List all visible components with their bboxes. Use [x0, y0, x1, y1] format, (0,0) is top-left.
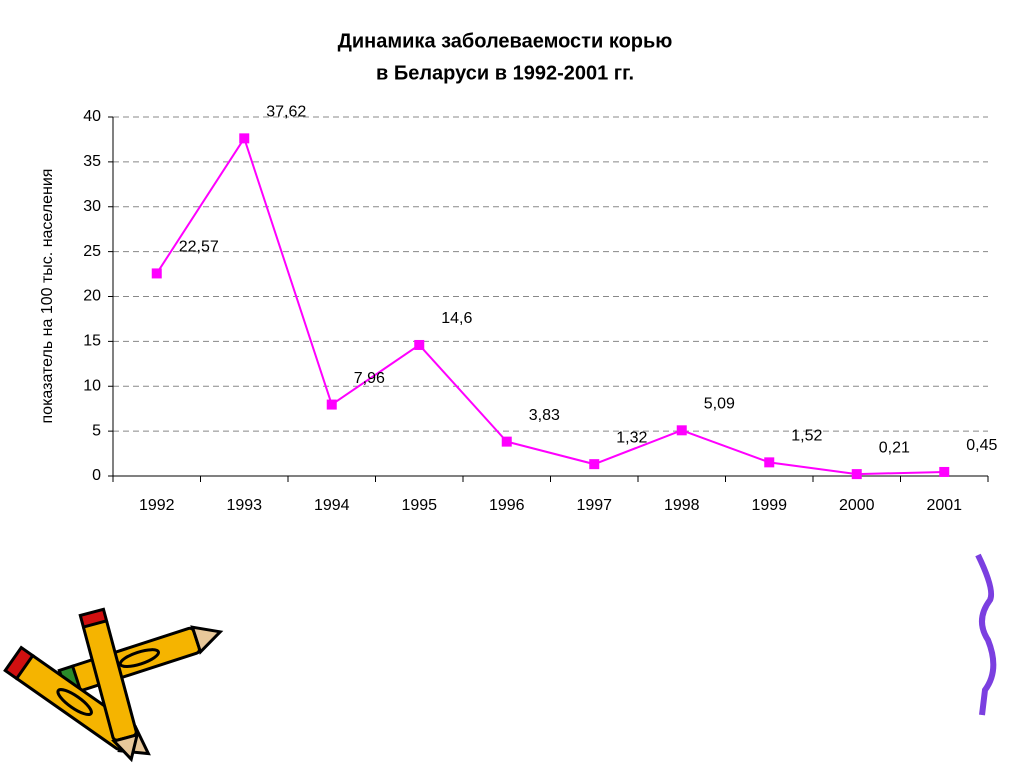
x-tick-label: 1998: [664, 497, 700, 514]
y-tick-label: 30: [83, 198, 101, 215]
x-tick-label: 2001: [926, 497, 962, 514]
marker: [939, 466, 950, 477]
x-tick-label: 1997: [576, 497, 612, 514]
data-label: 3,83: [529, 407, 560, 424]
data-label: 22,57: [179, 239, 219, 256]
marker: [589, 459, 600, 470]
y-tick-label: 0: [92, 467, 101, 484]
data-label: 14,6: [441, 310, 472, 327]
x-tick-label: 1993: [226, 497, 262, 514]
y-tick-label: 15: [83, 333, 101, 350]
chart-subtitle: в Беларуси в 1992-2001 гг.: [376, 62, 634, 84]
data-label: 1,52: [791, 428, 822, 445]
y-tick-label: 40: [83, 108, 101, 125]
x-tick-label: 1994: [314, 497, 350, 514]
pencils-decoration: [3, 607, 224, 763]
y-tick-label: 10: [83, 377, 101, 394]
y-tick-label: 25: [83, 243, 101, 260]
marker: [764, 457, 775, 468]
data-label: 37,62: [266, 104, 306, 121]
marker: [851, 469, 862, 480]
data-label: 5,09: [704, 396, 735, 413]
marker: [676, 425, 687, 436]
marker: [326, 399, 337, 410]
data-label: 1,32: [616, 429, 647, 446]
data-label: 7,96: [354, 370, 385, 387]
x-tick-label: 2000: [839, 497, 875, 514]
x-tick-label: 1996: [489, 497, 525, 514]
x-tick-label: 1995: [401, 497, 437, 514]
data-label: 0,21: [879, 439, 910, 456]
chart-title: Динамика заболеваемости корью: [338, 30, 673, 52]
bracket-decoration: [975, 553, 997, 716]
x-tick-label: 1999: [751, 497, 787, 514]
y-axis-label: показатель на 100 тыс. населения: [39, 169, 56, 424]
y-tick-label: 35: [83, 153, 101, 170]
x-tick-label: 1992: [139, 497, 175, 514]
marker: [414, 339, 425, 350]
data-label: 0,45: [966, 437, 997, 454]
marker: [151, 268, 162, 279]
y-tick-label: 5: [92, 422, 101, 439]
y-tick-label: 20: [83, 288, 101, 305]
marker: [239, 133, 250, 144]
marker: [501, 436, 512, 447]
line: [155, 136, 945, 476]
